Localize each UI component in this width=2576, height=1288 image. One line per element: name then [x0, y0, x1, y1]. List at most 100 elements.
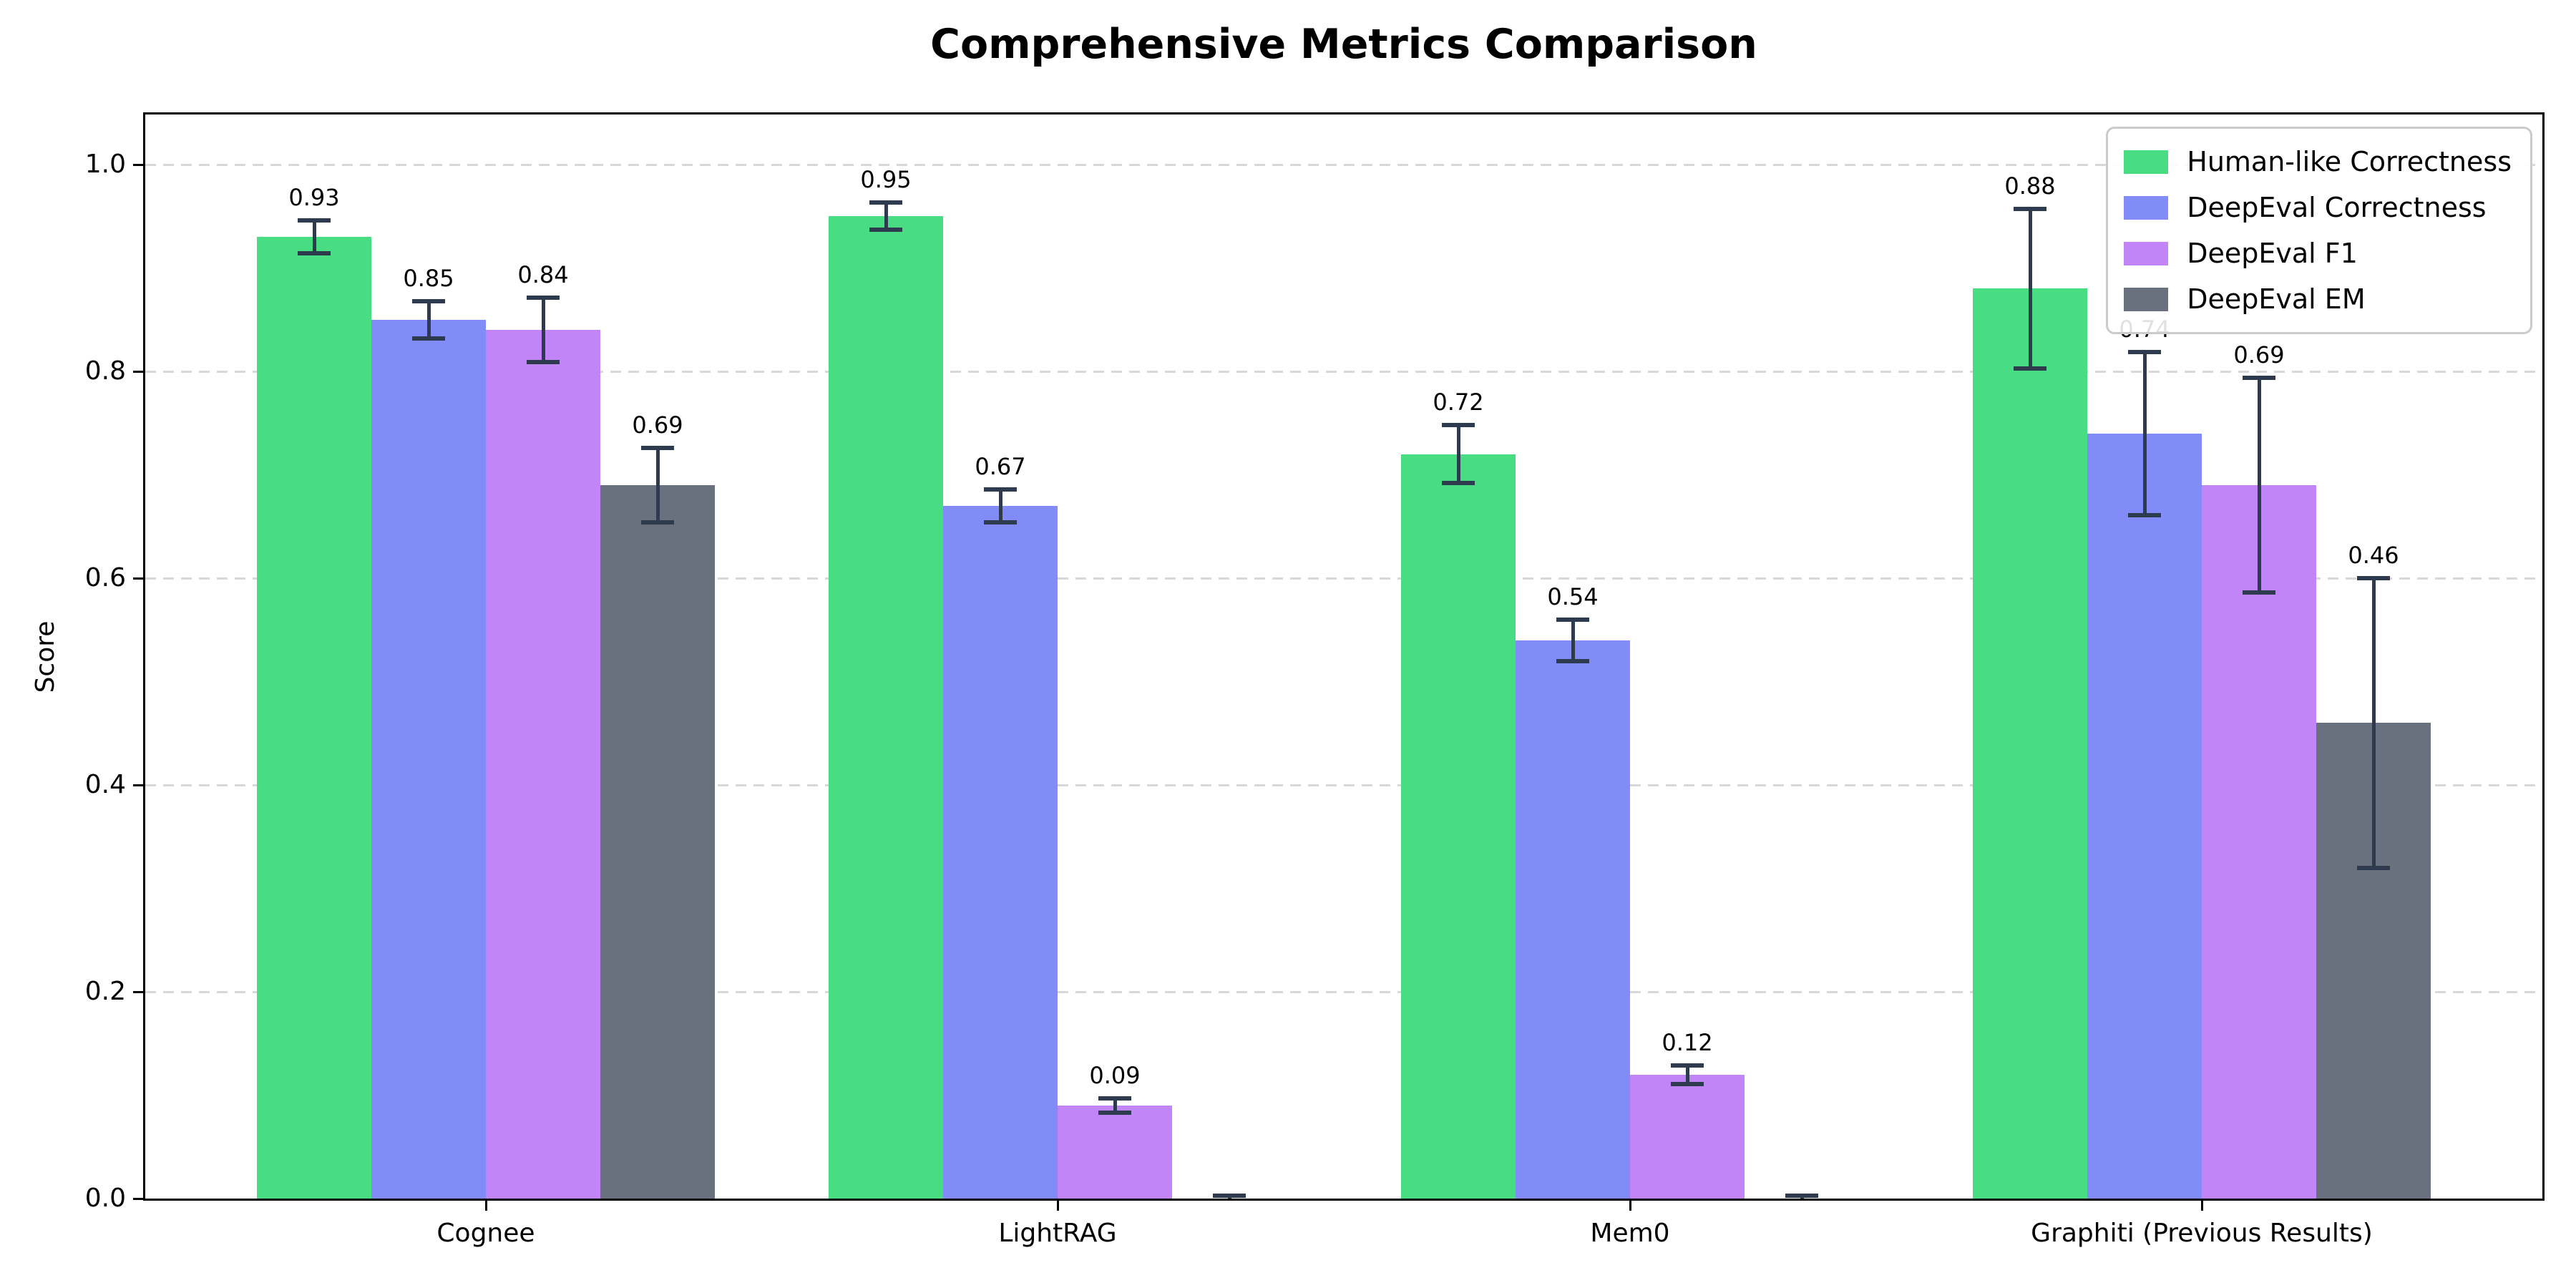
error-cap-top: [1785, 1194, 1818, 1198]
x-tick-label-0: Cognee: [436, 1219, 535, 1248]
y-tick-label-0.4: 0.4: [84, 770, 126, 799]
bar-human-like-correctness-group1: [829, 216, 943, 1199]
bar-value-label: 0.69: [632, 411, 683, 439]
legend-item: DeepEval Correctness: [2124, 185, 2512, 230]
bar-deepeval-correctness-group3: [2087, 434, 2202, 1199]
error-cap-bottom: [1556, 659, 1589, 663]
x-tick-0: [485, 1201, 487, 1211]
bar-deepeval-correctness-group1: [943, 506, 1058, 1199]
gridline-0.2: [145, 991, 2542, 993]
y-axis-label: Score: [31, 620, 60, 693]
bar-human-like-correctness-group3: [1973, 288, 2087, 1199]
x-tick-3: [2201, 1201, 2203, 1211]
error-cap-top: [1098, 1096, 1131, 1101]
y-tick-0.2: [133, 991, 143, 993]
y-tick-label-1.0: 1.0: [84, 150, 126, 179]
y-tick-0.6: [133, 577, 143, 580]
error-bar: [1456, 425, 1460, 483]
x-tick-label-1: LightRAG: [998, 1219, 1117, 1248]
error-cap-bottom: [869, 228, 902, 232]
error-cap-bottom: [2357, 866, 2390, 870]
error-cap-bottom: [1671, 1082, 1704, 1086]
x-tick-2: [1629, 1201, 1631, 1211]
error-bar: [312, 220, 316, 253]
y-tick-label-0.6: 0.6: [84, 563, 126, 592]
error-bar: [655, 448, 660, 522]
gridline-0.4: [145, 784, 2542, 786]
bar-human-like-correctness-group2: [1401, 454, 1516, 1199]
bar-value-label: 0.84: [517, 261, 569, 288]
legend-swatch-icon: [2124, 241, 2169, 265]
y-tick-label-0.8: 0.8: [84, 356, 126, 386]
x-tick-label-2: Mem0: [1590, 1219, 1670, 1248]
bar-value-label: 0.46: [2348, 542, 2399, 569]
bar-deepeval-em-group0: [600, 485, 715, 1199]
bar-value-label: 0.09: [1089, 1062, 1141, 1089]
error-bar: [2371, 578, 2376, 868]
bar-value-label: 0.69: [2233, 341, 2285, 369]
error-cap-top: [1442, 423, 1475, 427]
legend-swatch-icon: [2124, 195, 2169, 220]
error-cap-bottom: [527, 360, 560, 364]
error-bar: [2028, 209, 2032, 369]
y-tick-label-0.0: 0.0: [84, 1184, 126, 1213]
gridline-0.6: [145, 577, 2542, 580]
bar-value-label: 0.67: [975, 453, 1026, 480]
legend-item-label: Human-like Correctness: [2187, 146, 2512, 177]
legend-item: DeepEval F1: [2124, 230, 2512, 276]
bar-value-label: 0.95: [860, 166, 912, 193]
y-tick-0.4: [133, 784, 143, 786]
error-cap-bottom: [2243, 590, 2275, 595]
bar-value-label: 0.12: [1662, 1029, 1713, 1056]
legend-item: DeepEval EM: [2124, 276, 2512, 322]
error-cap-top: [2014, 207, 2046, 211]
y-tick-label-0.2: 0.2: [84, 977, 126, 1006]
error-bar: [1113, 1098, 1117, 1113]
error-cap-bottom: [641, 520, 674, 525]
legend-swatch-icon: [2124, 287, 2169, 311]
error-bar: [1685, 1065, 1689, 1084]
y-tick-0.0: [133, 1198, 143, 1200]
error-cap-top: [641, 446, 674, 450]
y-tick-0.8: [133, 371, 143, 373]
error-bar: [884, 203, 888, 230]
error-cap-top: [869, 200, 902, 205]
bar-value-label: 0.85: [403, 265, 454, 292]
gridline-0.8: [145, 371, 2542, 373]
error-cap-bottom: [412, 336, 445, 341]
error-cap-bottom: [1098, 1111, 1131, 1115]
error-cap-top: [2128, 350, 2161, 354]
error-cap-bottom: [1442, 481, 1475, 485]
gridline-1: [145, 164, 2542, 166]
bar-value-label: 0.93: [288, 184, 340, 211]
error-cap-top: [527, 296, 560, 300]
bar-value-label: 0.54: [1547, 583, 1599, 610]
error-bar: [2142, 352, 2147, 515]
legend: Human-like Correctness DeepEval Correctne…: [2106, 127, 2532, 334]
bar-human-like-correctness-group0: [257, 237, 371, 1199]
error-cap-bottom: [984, 520, 1017, 525]
chart-title: Comprehensive Metrics Comparison: [930, 21, 1757, 68]
error-cap-bottom: [2128, 513, 2161, 517]
bar-value-label: 0.72: [1433, 389, 1484, 416]
error-cap-top: [412, 299, 445, 303]
legend-item-label: DeepEval EM: [2187, 283, 2366, 315]
plot-area: Human-like Correctness DeepEval Correctne…: [143, 112, 2545, 1201]
error-cap-top: [2357, 576, 2390, 580]
bar-deepeval-f1-group3: [2202, 485, 2316, 1199]
error-cap-top: [1556, 618, 1589, 622]
y-tick-1.0: [133, 164, 143, 166]
error-bar: [998, 489, 1002, 522]
legend-item-label: DeepEval F1: [2187, 238, 2358, 269]
error-cap-bottom: [2014, 366, 2046, 371]
bar-value-label: 0.88: [2004, 172, 2056, 200]
bar-deepeval-correctness-group0: [371, 320, 486, 1199]
error-bar: [1571, 620, 1575, 661]
error-bar: [541, 298, 545, 362]
bar-deepeval-f1-group2: [1630, 1075, 1745, 1199]
error-cap-top: [2243, 376, 2275, 380]
error-cap-top: [1213, 1194, 1246, 1198]
error-cap-top: [1671, 1063, 1704, 1068]
x-tick-label-3: Graphiti (Previous Results): [2031, 1219, 2373, 1248]
